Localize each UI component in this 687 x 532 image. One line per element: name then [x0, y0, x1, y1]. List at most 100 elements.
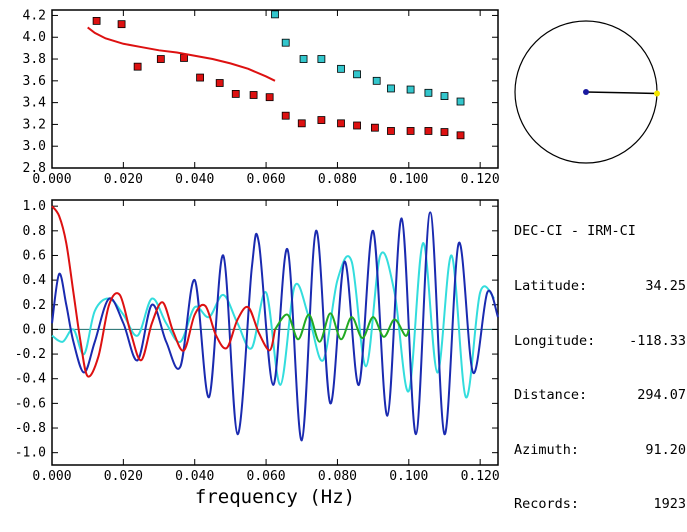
- x-tick-label: 0.060: [247, 172, 286, 187]
- info-row-longitude: Longitude: -118.33: [514, 332, 686, 350]
- figure: 0.000 0.020 0.040 0.060 0.080 0.100 0.120 2.8 3.…: [15, 8, 660, 508]
- event-marker: [653, 90, 660, 97]
- x-tick-label: 0.060: [247, 469, 286, 484]
- data-point: [353, 121, 361, 130]
- data-point: [281, 38, 290, 47]
- data-point: [317, 55, 326, 63]
- x-tick-label: 0.080: [318, 172, 357, 187]
- data-point: [371, 123, 379, 132]
- data-point: [424, 88, 433, 97]
- data-point: [156, 55, 165, 63]
- series-line: [51, 211, 499, 442]
- info-value: 1923: [653, 496, 686, 513]
- info-row-azimuth: Azimuth: 91.20: [514, 441, 686, 459]
- info-key: Records:: [514, 496, 580, 513]
- data-point: [424, 127, 433, 135]
- y-tick-label: 3.0: [23, 139, 46, 154]
- series-line: [274, 312, 410, 343]
- info-key: Latitude:: [514, 278, 588, 295]
- x-tick-label: 0.100: [389, 172, 428, 187]
- y-tick-label: 3.4: [23, 96, 47, 111]
- data-point: [196, 73, 204, 82]
- data-point: [297, 119, 306, 128]
- data-point: [231, 90, 240, 98]
- x-tick-label: 0.000: [32, 172, 71, 187]
- top-plot-frame: [51, 9, 499, 169]
- data-point: [180, 54, 188, 62]
- data-point: [337, 119, 345, 128]
- info-key: Azimuth:: [514, 441, 580, 458]
- info-value: 34.25: [645, 278, 686, 295]
- bottom-series-group: [51, 205, 499, 442]
- data-point: [92, 16, 101, 25]
- info-row-distance: Distance: 294.07: [514, 386, 686, 404]
- y-tick-label: -0.4: [15, 372, 46, 387]
- data-point: [406, 127, 415, 135]
- station-marker: [583, 89, 589, 95]
- info-row-latitude: Latitude: 34.25: [514, 277, 686, 295]
- y-tick-label: 3.8: [23, 52, 46, 67]
- data-point: [353, 70, 361, 79]
- y-tick-label: 0.4: [23, 273, 47, 288]
- azimuth-line: [585, 91, 658, 95]
- y-tick-label: 1.0: [23, 199, 46, 214]
- y-tick-label: 4.0: [23, 30, 46, 45]
- data-point: [387, 127, 395, 135]
- data-point: [387, 84, 395, 93]
- y-tick-label: -0.8: [15, 421, 46, 436]
- data-point: [406, 85, 415, 94]
- data-point: [215, 79, 224, 87]
- y-tick-label: -0.2: [15, 347, 46, 362]
- data-point: [281, 111, 290, 120]
- y-tick-label: 0.8: [23, 224, 46, 239]
- y-tick-label: 3.2: [23, 117, 46, 132]
- info-header: DEC-CI - IRM-CI: [514, 223, 636, 240]
- info-key: Distance:: [514, 387, 588, 404]
- top-axis-ticks: 0.000 0.020 0.040 0.060 0.080 0.100 0.120 2.8 3.…: [23, 8, 500, 187]
- bottom-axis-ticks: 0.000 0.020 0.040 0.060 0.080 0.100 0.120 1.0 0.…: [15, 199, 500, 484]
- info-value: 91.20: [645, 441, 686, 458]
- station-info-panel: DEC-CI - IRM-CI Latitude: 34.25 Longitude…: [514, 186, 686, 532]
- series-line: [51, 205, 276, 378]
- data-point: [133, 62, 142, 71]
- y-tick-label: -0.6: [15, 396, 46, 411]
- info-value: 294.07: [637, 387, 686, 404]
- data-point: [117, 20, 126, 29]
- data-point: [440, 92, 449, 100]
- y-tick-label: 3.6: [23, 74, 46, 89]
- info-key: Longitude:: [514, 332, 596, 349]
- y-tick-label: 4.2: [23, 8, 46, 23]
- data-point: [337, 64, 345, 73]
- azimuth-compass: [514, 20, 660, 164]
- data-point: [271, 10, 279, 19]
- y-tick-label: 0.2: [23, 298, 46, 313]
- bottom-coherence-plot: 0.000 0.020 0.040 0.060 0.080 0.100 0.120 1.0 0.…: [15, 199, 500, 508]
- series-line: [51, 242, 496, 399]
- y-tick-label: -1.0: [15, 446, 46, 461]
- data-point: [265, 93, 274, 102]
- x-tick-label: 0.080: [318, 469, 357, 484]
- fit-curve: [87, 26, 276, 82]
- y-tick-label: 0.6: [23, 248, 46, 263]
- info-row-records: Records: 1923: [514, 495, 686, 513]
- y-tick-label: 0.0: [23, 322, 46, 337]
- info-value: -118.33: [629, 332, 686, 349]
- x-tick-label: 0.120: [461, 172, 500, 187]
- top-series-group: [87, 10, 465, 140]
- data-point: [372, 76, 381, 85]
- data-point: [440, 128, 449, 136]
- x-tick-label: 0.040: [175, 172, 214, 187]
- x-tick-label: 0.020: [104, 469, 143, 484]
- data-point: [456, 131, 465, 140]
- data-point: [249, 91, 258, 99]
- bottom-plot-frame: [51, 199, 499, 466]
- x-axis-label: frequency (Hz): [195, 486, 355, 508]
- x-tick-label: 0.000: [32, 469, 71, 484]
- x-tick-label: 0.120: [461, 469, 500, 484]
- top-dispersion-plot: 0.000 0.020 0.040 0.060 0.080 0.100 0.120 2.8 3.…: [23, 8, 500, 187]
- y-tick-label: 2.8: [23, 161, 46, 176]
- x-tick-label: 0.020: [104, 172, 143, 187]
- x-tick-label: 0.040: [175, 469, 214, 484]
- data-point: [299, 55, 308, 63]
- x-tick-label: 0.100: [389, 469, 428, 484]
